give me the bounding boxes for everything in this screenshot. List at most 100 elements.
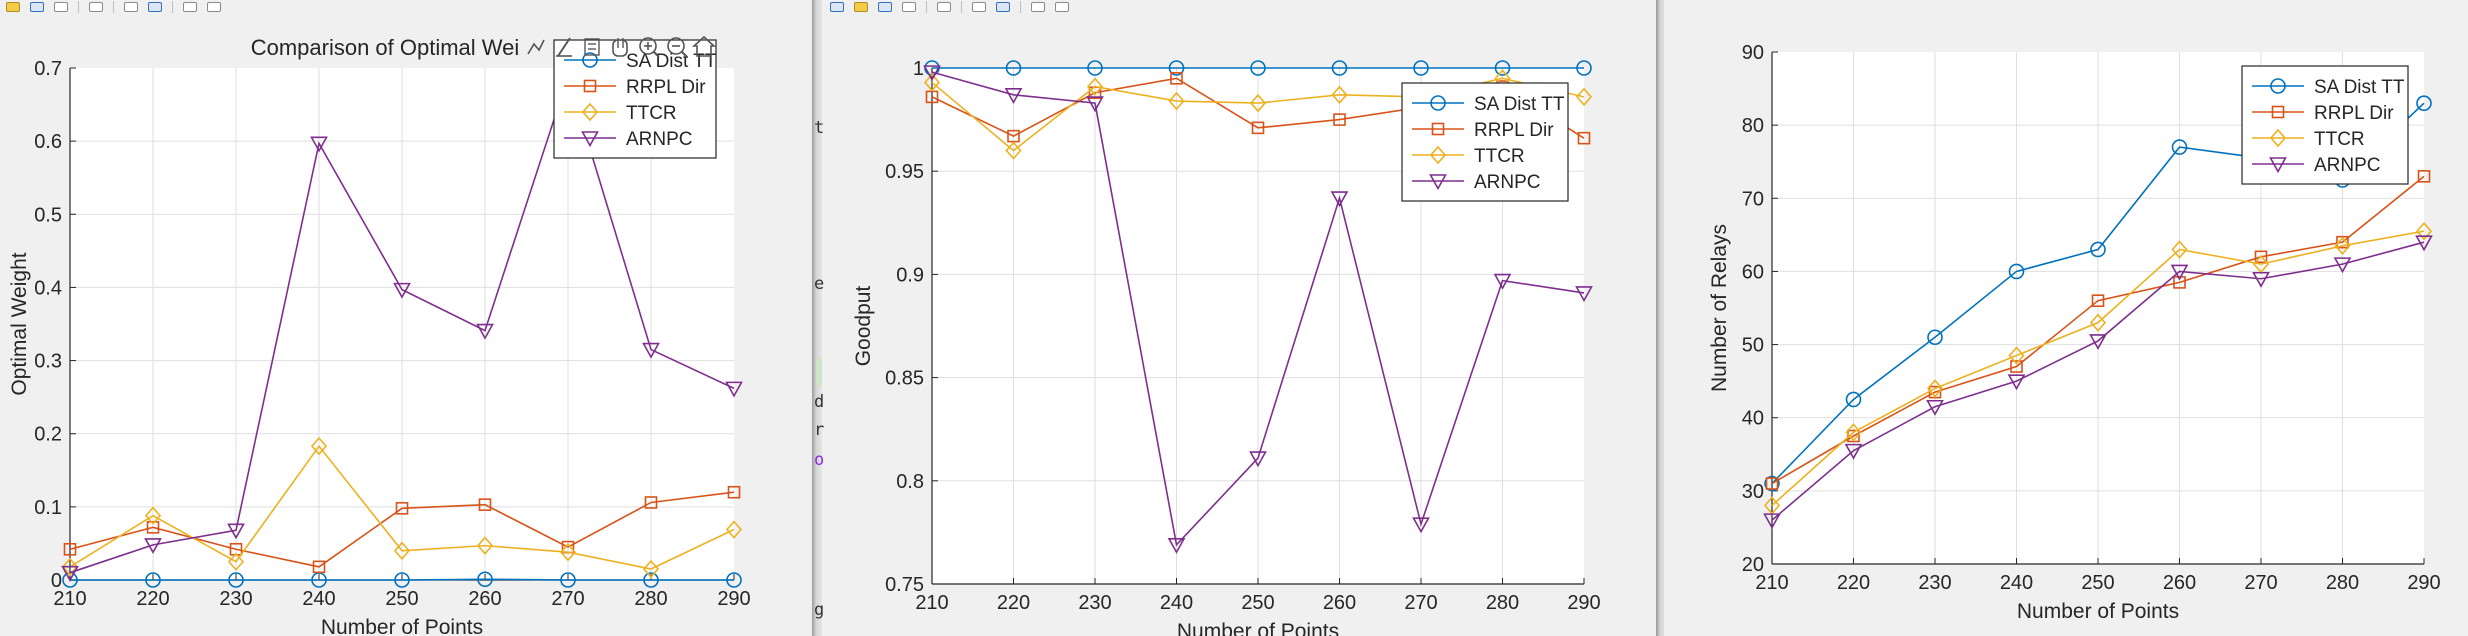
series-line-arnpc (69, 74, 735, 574)
data-point (393, 541, 411, 560)
legend-entry: ARNPC (1474, 172, 1541, 193)
y-tick-label: 0.85 (885, 368, 924, 390)
legend-entry: ARNPC (626, 129, 693, 150)
pointer-icon[interactable] (183, 2, 197, 12)
y-tick-label: 0 (51, 570, 62, 592)
data-point (476, 536, 494, 555)
data-point (1004, 88, 1023, 104)
series-line-ttcr (1771, 230, 2425, 507)
data-point (1765, 477, 1779, 490)
legend-marker (2270, 78, 2286, 94)
data-point (1167, 537, 1186, 554)
data-point (144, 538, 162, 555)
x-tick-label: 280 (1486, 592, 1519, 614)
data-tips-icon[interactable] (527, 39, 545, 55)
save-icon[interactable] (878, 2, 892, 12)
x-tick-label: 250 (2081, 572, 2114, 594)
data-point (725, 381, 743, 398)
legend-entry: TTCR (2314, 129, 2365, 150)
data-point (643, 572, 659, 588)
data-point (1170, 72, 1183, 85)
background-text: d (814, 392, 825, 412)
x-tick-label: 220 (136, 588, 169, 610)
brush-icon[interactable] (556, 37, 572, 57)
data-point (476, 323, 494, 340)
data-point (642, 342, 660, 359)
data-point (395, 502, 409, 515)
data-point (1926, 399, 1944, 416)
y-tick-label: 20 (1742, 554, 1764, 576)
x-tick-label: 290 (717, 588, 750, 610)
data-point (310, 436, 328, 456)
data-point (2252, 271, 2270, 288)
insert-legend-icon[interactable] (148, 2, 162, 12)
pointer-icon[interactable] (1031, 2, 1045, 12)
zoom-in-icon[interactable] (639, 37, 660, 58)
legend-marker (582, 52, 598, 68)
property-inspector-icon[interactable] (1055, 2, 1069, 12)
open-file-icon[interactable] (854, 2, 868, 12)
data-point (1575, 286, 1593, 303)
print-icon[interactable] (54, 2, 68, 12)
data-point (2007, 374, 2026, 391)
x-tick-label: 260 (468, 588, 501, 610)
zoom-out-icon[interactable] (667, 37, 688, 58)
data-point (1764, 475, 1780, 492)
data-point (1844, 443, 1863, 460)
open-file-icon[interactable] (6, 2, 20, 12)
data-point (2415, 235, 2433, 252)
series-layer (61, 69, 743, 588)
legend-icon[interactable] (584, 38, 600, 56)
data-point (923, 65, 941, 82)
data-point (726, 572, 742, 588)
legend-marker (1429, 145, 1447, 165)
data-point (559, 542, 577, 562)
legend-marker (1430, 95, 1446, 111)
series-line-arnpc (931, 71, 1585, 547)
new-figure-icon[interactable] (830, 2, 844, 12)
legend-entry: RRPL Dir (1474, 120, 1554, 141)
insert-colorbar-icon[interactable] (124, 2, 138, 12)
data-point (477, 571, 493, 588)
legend: SA Dist TT RRPL Dir TTCR ARNPC (2241, 65, 2409, 185)
data-point (1331, 60, 1348, 76)
legend-marker (2269, 157, 2287, 174)
legend-marker (1431, 122, 1445, 136)
data-point (228, 572, 244, 588)
chart-title: Comparison of Optimal Wei (251, 35, 520, 60)
x-tick-label: 240 (302, 588, 335, 610)
data-point (2090, 241, 2106, 258)
data-point (1250, 60, 1266, 76)
toolbar-separator (78, 1, 79, 13)
print-icon[interactable] (902, 2, 916, 12)
legend-entry: SA Dist TT (1474, 94, 1565, 115)
figure-window-3: 210 220 230 240 250 260 270 280 290 20 30 40 50 60 70 8… (1664, 0, 2468, 636)
x-tick-label: 250 (1241, 592, 1274, 614)
property-inspector-icon[interactable] (207, 2, 221, 12)
x-tick-label: 210 (1755, 572, 1788, 594)
home-icon[interactable] (691, 35, 717, 57)
x-tick-label: 280 (634, 588, 667, 610)
legend: SA Dist TT RRPL Dir TTCR ARNPC (1401, 82, 1569, 202)
data-point (2416, 95, 2432, 111)
background-highlight (816, 358, 822, 386)
y-axis-label: Number of Relays (1708, 224, 1731, 392)
insert-legend-icon[interactable] (996, 2, 1010, 12)
figure-window-2: 210 220 230 240 250 260 270 280 290 0.75 0.8 0.85 0.… (824, 0, 1662, 636)
x-tick-label: 220 (1837, 572, 1870, 594)
link-icon[interactable] (937, 2, 951, 12)
data-point (1926, 379, 1944, 398)
data-point (1412, 517, 1430, 534)
legend: SA Dist TT RRPL Dir TTCR ARNPC (553, 39, 717, 159)
save-icon[interactable] (30, 2, 44, 12)
x-tick-label: 280 (2326, 572, 2359, 594)
data-point (2415, 221, 2433, 241)
pan-hand-icon[interactable] (612, 38, 628, 57)
data-point (2334, 236, 2351, 256)
link-icon[interactable] (89, 2, 103, 12)
x-tick-label: 260 (2163, 572, 2196, 594)
data-point (2170, 264, 2189, 281)
optimal-weight-chart: 210 220 230 240 250 260 270 280 290 0 0.1 0.2 0.3 0.4… (8, 35, 751, 636)
x-tick-label: 220 (997, 592, 1030, 614)
insert-colorbar-icon[interactable] (972, 2, 986, 12)
